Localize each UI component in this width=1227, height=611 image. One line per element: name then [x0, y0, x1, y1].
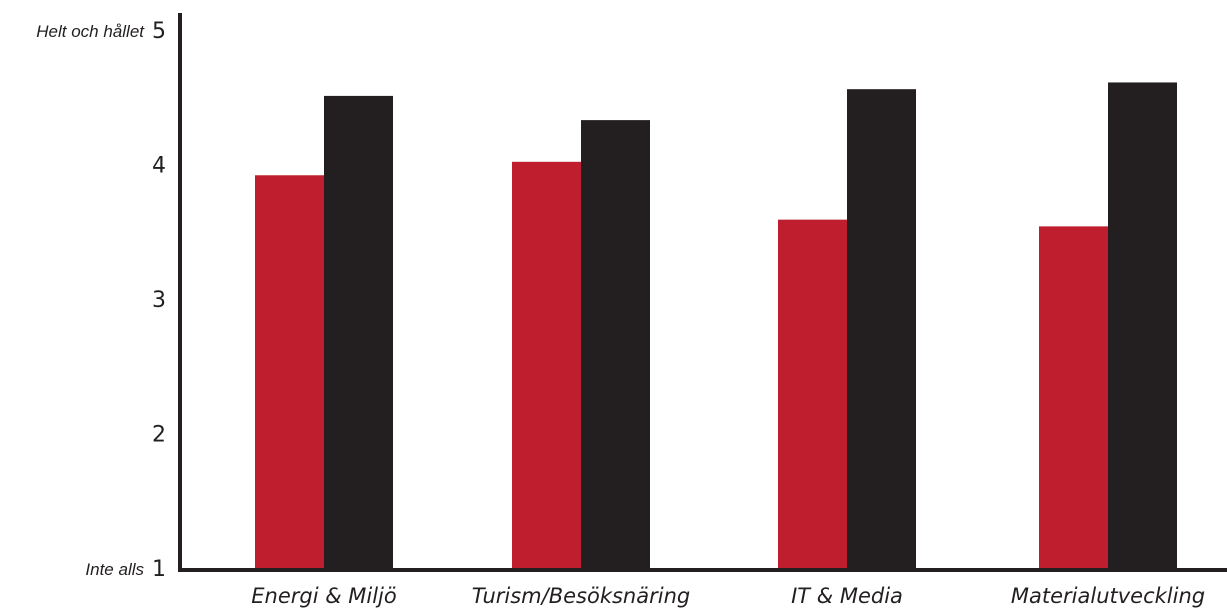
- x-category-label-4: Materialutveckling: [1011, 584, 1205, 608]
- bar-series1-3: [778, 219, 847, 568]
- bar-series2-4: [1108, 82, 1177, 568]
- y-tick-word-1: Inte alls: [85, 560, 144, 579]
- y-tick-label-4: 4: [152, 154, 166, 179]
- x-category-label-2: Turism/Besöksnäring: [472, 584, 690, 608]
- bar-series1-1: [255, 175, 324, 568]
- y-tick-label-5: 5: [152, 19, 166, 44]
- axes-layer: [178, 13, 1227, 572]
- y-tick-word-5: Helt och hållet: [36, 22, 145, 41]
- bar-series2-3: [847, 89, 916, 569]
- y-tick-label-1: 1: [152, 557, 166, 582]
- bar-series2-1: [324, 95, 393, 568]
- y-tick-label-3: 3: [152, 288, 166, 313]
- y-tick-label-2: 2: [152, 423, 166, 448]
- x-category-labels: Energi & Miljö Turism/Besöksnäring IT & Me…: [251, 584, 1205, 608]
- bar-series1-4: [1039, 226, 1108, 568]
- x-category-label-3: IT & Media: [791, 584, 903, 608]
- x-category-label-1: Energi & Miljö: [251, 584, 397, 608]
- y-tick-labels: 5 Helt och hållet 4 3 2 1 Inte alls: [36, 19, 166, 582]
- bars-layer: [255, 82, 1177, 569]
- bar-series1-2: [512, 161, 581, 568]
- bar-series2-2: [581, 120, 650, 569]
